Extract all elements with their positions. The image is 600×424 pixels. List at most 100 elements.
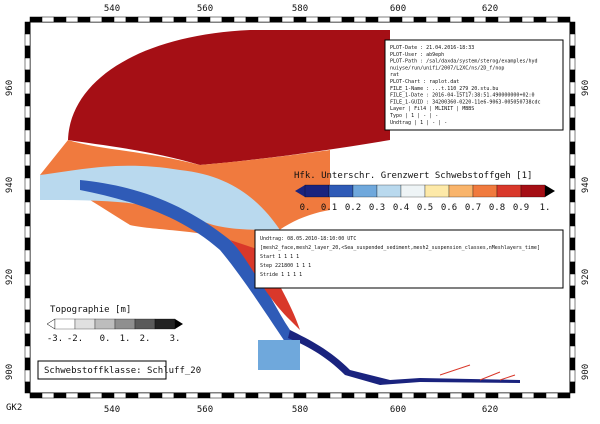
colorbar-cell bbox=[496, 184, 522, 198]
y-coord-label: 900 bbox=[5, 364, 15, 380]
frame-segment bbox=[377, 16, 391, 23]
frame-segment bbox=[149, 392, 163, 399]
frame-segment bbox=[569, 165, 576, 179]
frame-segment bbox=[41, 392, 55, 399]
frame-segment bbox=[533, 392, 547, 399]
colorbar-label: 0.9 bbox=[513, 203, 529, 213]
frame-segment bbox=[293, 392, 307, 399]
frame-segment bbox=[245, 392, 259, 399]
frame-segment bbox=[377, 392, 391, 399]
frame-segment bbox=[221, 16, 235, 23]
frame-segment bbox=[24, 153, 31, 167]
y-coord-label: 940 bbox=[581, 177, 591, 193]
frame-segment bbox=[341, 16, 355, 23]
frame-segment bbox=[221, 392, 235, 399]
x-coord-label: 600 bbox=[390, 405, 406, 415]
frame-segment bbox=[24, 357, 31, 371]
x-coord-label: 620 bbox=[482, 405, 498, 415]
frame-segment bbox=[161, 16, 175, 23]
y-coord-label: 960 bbox=[581, 80, 591, 96]
frame-segment bbox=[569, 21, 576, 35]
colorbar-label: 0.8 bbox=[489, 203, 505, 213]
time-box-frame bbox=[254, 229, 564, 289]
frame-segment bbox=[329, 16, 343, 23]
info-box-frame bbox=[384, 39, 564, 131]
frame-segment bbox=[389, 16, 403, 23]
frame-segment bbox=[569, 45, 576, 59]
topo-cell bbox=[154, 318, 176, 330]
topo-arrow bbox=[175, 319, 183, 329]
frame-segment bbox=[413, 16, 427, 23]
frame-segment bbox=[245, 16, 259, 23]
topo-label: -3. bbox=[47, 334, 63, 344]
time-lines: Undtrag: 08.05.2010-18:10:00 UTC [mesh2_f… bbox=[260, 236, 540, 278]
time-line: Start 1 1 1 1 bbox=[260, 254, 299, 260]
x-coord-label: 540 bbox=[104, 405, 120, 415]
frame-segment bbox=[29, 392, 43, 399]
colorbar-label: 0.2 bbox=[345, 203, 361, 213]
info-line: Layer | Fil4 | MLINIT | MBBS bbox=[390, 106, 474, 112]
frame-segment bbox=[569, 309, 576, 323]
frame-segment bbox=[101, 16, 115, 23]
frame-segment bbox=[113, 392, 127, 399]
offshore-zone bbox=[68, 30, 390, 165]
colorbar-cell bbox=[400, 184, 426, 198]
frame-segment bbox=[317, 16, 331, 23]
x-coord-label: 580 bbox=[292, 405, 308, 415]
time-line: Step 221800 1 1 1 bbox=[260, 263, 311, 269]
frame-segment bbox=[209, 16, 223, 23]
frame-segment bbox=[149, 16, 163, 23]
frame-segment bbox=[569, 141, 576, 155]
projection-label: GK2 bbox=[6, 403, 22, 413]
frame-segment bbox=[24, 21, 31, 35]
frame-segment bbox=[53, 392, 67, 399]
colorbar-label: 0.5 bbox=[417, 203, 433, 213]
river bbox=[288, 330, 520, 385]
frame-segment bbox=[125, 392, 139, 399]
time-line: [mesh2_face,mesh2_layer_20,<Sea_suspende… bbox=[260, 245, 540, 251]
y-coord-label: 920 bbox=[5, 269, 15, 285]
frame-segment bbox=[569, 69, 576, 83]
frame-segment bbox=[569, 153, 576, 167]
frame-segment bbox=[24, 273, 31, 287]
info-line: rat bbox=[390, 72, 399, 78]
frame-segment bbox=[569, 225, 576, 239]
colorbar-title: Hfk. Unterschr. Grenzwert Schwebstoffgeh… bbox=[294, 171, 532, 181]
frame-segment bbox=[569, 129, 576, 143]
frame-segment bbox=[461, 16, 475, 23]
frame-segment bbox=[24, 189, 31, 203]
frame-segment bbox=[317, 392, 331, 399]
frame-segment bbox=[569, 237, 576, 251]
colorbar-cell bbox=[376, 184, 402, 198]
colorbar-label: 1. bbox=[540, 203, 551, 213]
frame-segment bbox=[569, 381, 576, 394]
frame-segment bbox=[197, 392, 211, 399]
frame-segment bbox=[65, 392, 79, 399]
frame-segment bbox=[24, 33, 31, 47]
frame-segment bbox=[497, 16, 511, 23]
frame-segment bbox=[485, 16, 499, 23]
topo-label: -2. bbox=[67, 334, 83, 344]
info-line: nuiyse/run/unifi/2007/L2XC/ns/2D_f/nop bbox=[390, 65, 504, 71]
frame-segment bbox=[24, 381, 31, 394]
frame-segment bbox=[24, 225, 31, 239]
frame-segment bbox=[24, 117, 31, 131]
frame-segment bbox=[257, 392, 271, 399]
y-coord-label: 940 bbox=[5, 177, 15, 193]
frame-segment bbox=[569, 357, 576, 371]
frame-segment bbox=[509, 16, 523, 23]
frame-segment bbox=[24, 105, 31, 119]
frame-segment bbox=[24, 81, 31, 95]
colorbar-label: 0.6 bbox=[441, 203, 457, 213]
frame-segment bbox=[485, 392, 499, 399]
info-line: PLOT-User : ab9eph bbox=[390, 52, 444, 58]
frame-segment bbox=[24, 285, 31, 299]
colorbar-cell bbox=[424, 184, 450, 198]
frame-segment bbox=[24, 165, 31, 179]
colorbar-label: 0.7 bbox=[465, 203, 481, 213]
frame-segment bbox=[269, 16, 283, 23]
frame-segment bbox=[473, 16, 487, 23]
colorbar-label: 0.4 bbox=[393, 203, 409, 213]
colorbar-cell bbox=[472, 184, 498, 198]
